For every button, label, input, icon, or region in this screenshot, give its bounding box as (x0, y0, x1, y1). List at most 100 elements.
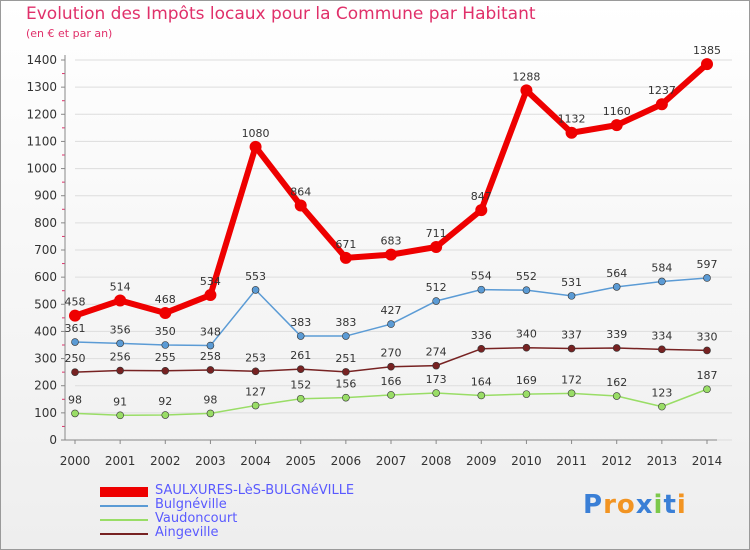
data-point (206, 341, 215, 350)
data-label: 554 (471, 270, 492, 283)
brand-letter: t (663, 490, 677, 520)
x-tick-label: 2007 (376, 454, 407, 468)
data-label: 169 (516, 374, 537, 387)
data-label: 261 (290, 349, 311, 362)
data-point (251, 367, 260, 376)
data-point (477, 344, 486, 353)
data-label: 350 (155, 325, 176, 338)
data-label: 337 (561, 329, 582, 342)
data-point (159, 306, 172, 319)
data-label: 91 (113, 395, 127, 408)
data-label: 334 (651, 329, 672, 342)
brand-letter: x (635, 490, 654, 520)
y-tick-label: 1400 (26, 53, 57, 67)
x-tick-label: 2009 (466, 454, 497, 468)
x-tick-label: 2013 (647, 454, 678, 468)
x-tick-label: 2012 (601, 454, 632, 468)
data-label: 864 (290, 185, 311, 198)
data-label: 584 (651, 261, 672, 274)
data-label: 166 (381, 375, 402, 388)
data-label: 683 (381, 235, 402, 248)
data-point (612, 283, 621, 291)
data-point (71, 368, 79, 376)
data-point (116, 339, 124, 348)
legend-swatch (100, 519, 148, 521)
data-label: 256 (110, 351, 131, 364)
series-vaudoncourt (71, 385, 711, 420)
data-point (703, 274, 711, 282)
series-aingeville (71, 343, 711, 376)
data-point (251, 401, 260, 410)
brand-letter: P (583, 490, 604, 520)
data-point (703, 346, 711, 355)
data-label: 162 (606, 376, 627, 389)
data-label: 172 (561, 373, 582, 386)
data-point (655, 98, 668, 111)
data-point (385, 248, 397, 261)
data-label: 847 (471, 190, 492, 203)
data-point (296, 365, 305, 373)
brand-letter: o (616, 490, 636, 520)
data-label: 187 (697, 369, 718, 382)
x-tick-label: 2001 (105, 454, 136, 468)
x-tick-label: 2004 (240, 454, 271, 468)
data-label: 553 (245, 270, 266, 283)
data-point (477, 285, 486, 294)
data-point (342, 332, 350, 340)
data-label: 123 (651, 387, 672, 400)
y-tick-label: 1300 (26, 80, 57, 94)
data-label: 427 (381, 304, 402, 317)
data-point (612, 392, 621, 400)
data-point (520, 84, 533, 97)
data-label: 1237 (648, 84, 676, 97)
x-tick-label: 2002 (150, 454, 181, 468)
data-label: 383 (290, 316, 311, 329)
y-tick-label: 400 (34, 324, 57, 338)
data-label: 597 (697, 258, 718, 271)
data-point (71, 409, 79, 418)
data-label: 98 (68, 393, 82, 406)
data-point (249, 140, 262, 153)
legend-swatch (100, 505, 148, 507)
data-point (296, 394, 305, 403)
data-label: 1080 (242, 127, 270, 140)
data-label: 340 (516, 328, 537, 341)
data-point (251, 286, 260, 294)
data-point (204, 289, 217, 302)
data-point (294, 199, 307, 212)
data-point (567, 344, 576, 353)
data-point (703, 385, 711, 394)
data-label: 173 (426, 373, 447, 386)
data-label: 156 (335, 378, 356, 391)
data-label: 458 (65, 296, 86, 309)
data-label: 514 (110, 280, 131, 293)
data-label: 361 (65, 322, 86, 335)
y-tick-label: 800 (34, 216, 57, 230)
data-label: 127 (245, 386, 266, 399)
data-point (206, 366, 215, 374)
y-tick-label: 0 (49, 433, 57, 447)
legend-label: Bulgnéville (155, 497, 227, 512)
y-tick-label: 200 (34, 379, 57, 393)
data-label: 98 (203, 393, 217, 406)
data-point (161, 366, 170, 375)
data-point (339, 251, 352, 264)
x-tick-label: 2010 (511, 454, 542, 468)
data-point (612, 344, 621, 352)
data-point (342, 368, 350, 376)
data-point (567, 389, 576, 398)
data-point (116, 366, 124, 375)
data-point (658, 277, 666, 286)
x-tick-label: 2008 (421, 454, 452, 468)
chart-title: Evolution des Impôts locaux pour la Comm… (26, 4, 536, 24)
x-tick-label: 2000 (60, 454, 91, 468)
y-tick-label: 300 (34, 352, 57, 366)
data-label: 274 (426, 346, 447, 359)
data-point (161, 411, 170, 419)
data-label: 534 (200, 275, 221, 288)
legend-label: SAULXURES-LèS-BULGNéVILLE (155, 483, 355, 498)
brand-letter: i (676, 490, 687, 520)
data-point (161, 341, 170, 349)
data-point (116, 411, 124, 420)
